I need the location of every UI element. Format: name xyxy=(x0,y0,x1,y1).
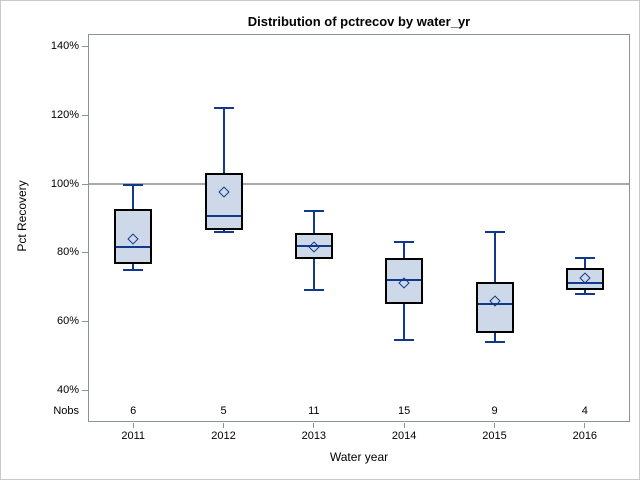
nobs-value: 15 xyxy=(398,405,411,417)
y-tick-mark xyxy=(82,252,88,254)
boxplot-2016-median-line xyxy=(567,282,602,285)
plot-frame xyxy=(88,34,630,422)
boxplot-2011-median-line xyxy=(116,246,151,249)
boxplot-2015-whisker-cap-top xyxy=(484,230,505,233)
y-tick-mark xyxy=(82,183,88,185)
y-axis-title: Pct Recovery xyxy=(15,180,29,252)
y-tick-mark xyxy=(82,321,88,323)
x-tick-label: 2013 xyxy=(301,430,327,442)
boxplot-2013-whisker-cap-top xyxy=(303,210,324,213)
y-tick-label: 80% xyxy=(56,246,79,259)
boxplot-2015-whisker-cap-bottom xyxy=(484,340,505,343)
x-tick-mark xyxy=(494,423,495,428)
boxplot-2013-whisker-cap-bottom xyxy=(303,289,324,292)
x-tick-mark xyxy=(223,423,224,428)
x-tick-label: 2011 xyxy=(121,430,145,442)
boxplot-2016-whisker-cap-bottom xyxy=(574,292,595,295)
boxplot-2012-median-line xyxy=(206,215,241,218)
x-tick-mark xyxy=(313,423,315,428)
boxplot-2016-whisker-cap-top xyxy=(574,256,595,259)
nobs-value: 4 xyxy=(581,405,588,417)
x-tick-mark xyxy=(584,423,586,428)
y-tick-mark xyxy=(82,114,88,116)
boxplot-2011-iqr-box xyxy=(114,209,153,265)
y-tick-mark xyxy=(82,46,88,47)
x-tick-mark xyxy=(132,423,134,428)
boxplot-2013-median-line xyxy=(296,244,331,247)
boxplot-2014-median-line xyxy=(387,278,422,281)
y-tick-mark xyxy=(82,390,88,391)
nobs-value: 9 xyxy=(491,405,498,417)
nobs-value: 5 xyxy=(220,405,227,417)
chart-title: Distribution of pctrecov by water_yr xyxy=(247,14,471,29)
boxplot-2014-whisker-cap-top xyxy=(394,241,415,244)
boxplot-2015-median-line xyxy=(477,303,512,305)
y-tick-label: 100% xyxy=(50,177,79,190)
boxplot-2011-whisker-cap-bottom xyxy=(123,268,144,271)
x-tick-label: 2014 xyxy=(391,430,417,442)
nobs-value: 6 xyxy=(130,405,137,417)
reference-line-100pct xyxy=(89,182,629,185)
y-tick-label: 140% xyxy=(50,40,79,52)
nobs-row-label: Nobs xyxy=(53,405,79,417)
boxplot-2012-whisker-line xyxy=(222,107,225,232)
y-tick-label: 40% xyxy=(56,384,79,396)
x-tick-label: 2016 xyxy=(572,430,598,442)
boxplot-2012-whisker-cap-bottom xyxy=(213,230,234,233)
y-tick-label: 120% xyxy=(50,108,79,121)
x-axis-title: Water year xyxy=(329,450,389,464)
y-tick-label: 60% xyxy=(56,315,79,328)
x-tick-label: 2015 xyxy=(482,430,507,442)
boxplot-2016-iqr-box xyxy=(565,267,604,291)
boxplot-2012-whisker-cap-top xyxy=(213,106,234,109)
boxplot-2014-whisker-cap-bottom xyxy=(394,339,415,342)
boxplot-2011-whisker-cap-top xyxy=(123,184,144,187)
nobs-value: 11 xyxy=(308,405,320,417)
x-tick-label: 2012 xyxy=(211,430,236,442)
boxplot-2015-iqr-box xyxy=(475,281,514,334)
boxplot-2012-iqr-box xyxy=(204,173,243,231)
x-tick-mark xyxy=(403,423,405,428)
